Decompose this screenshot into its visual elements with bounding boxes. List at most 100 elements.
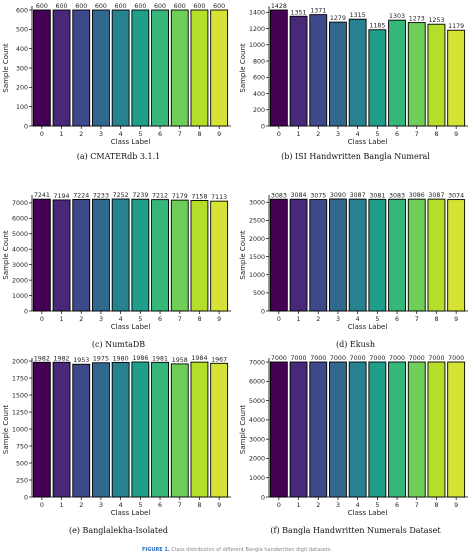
- x-axis-title: Class Label: [111, 323, 151, 331]
- bar-value-label: 1982: [54, 355, 70, 362]
- bar: [388, 19, 406, 127]
- bar-value-label: 7233: [93, 192, 109, 199]
- bar: [368, 29, 387, 127]
- x-axis-title: Class Label: [111, 509, 151, 517]
- y-axis-title: Sample Count: [2, 43, 10, 93]
- y-tick-label: 600: [253, 75, 265, 82]
- x-tick-label: 0: [40, 502, 44, 509]
- chart-caption: (a) CMATERdb 3.1.1: [76, 152, 161, 161]
- x-tick-label: 9: [217, 502, 221, 509]
- y-axis-title: Sample Count: [2, 405, 10, 455]
- bar: [111, 361, 130, 498]
- bar: [170, 199, 189, 312]
- bar: [348, 361, 367, 498]
- bar-value-label: 600: [36, 3, 48, 10]
- bar-value-label: 7000: [409, 355, 425, 362]
- x-tick-label: 6: [158, 131, 162, 138]
- y-tick-label: 1500: [12, 392, 28, 399]
- y-axis-title: Sample Count: [239, 43, 247, 93]
- x-tick-label: 5: [375, 502, 379, 509]
- bar-value-label: 3074: [448, 193, 464, 200]
- y-tick-label: 4000: [249, 417, 265, 424]
- x-tick-label: 0: [277, 316, 281, 323]
- x-tick-label: 3: [336, 316, 340, 323]
- y-tick-label: 6000: [12, 216, 28, 223]
- y-tick-label: 1750: [12, 375, 28, 382]
- bar: [170, 363, 189, 498]
- y-tick-label: 500: [16, 460, 28, 467]
- y-tick-label: 0: [261, 123, 265, 130]
- y-tick-label: 100: [16, 104, 28, 111]
- y-tick-label: 3000: [249, 200, 265, 207]
- x-tick-label: 8: [434, 502, 438, 509]
- bar: [427, 361, 446, 498]
- x-tick-label: 2: [79, 131, 83, 138]
- bar: [210, 9, 229, 127]
- bar-value-label: 1980: [113, 355, 129, 362]
- x-tick-label: 5: [138, 502, 142, 509]
- y-axis-title: Sample Count: [239, 230, 247, 280]
- y-tick-label: 200: [253, 107, 265, 114]
- bar: [407, 361, 426, 498]
- bar: [111, 9, 130, 127]
- bar-value-label: 7158: [191, 193, 207, 200]
- bar: [269, 198, 288, 312]
- x-tick-label: 8: [434, 131, 438, 138]
- y-tick-label: 500: [16, 27, 28, 34]
- y-tick-label: 5000: [249, 398, 265, 405]
- chart-panel-numtadb: 0 1000 2000 3000 4000 5000 6000 7000 0 1 2 3 4 5 6 7 8 9 7…: [0, 183, 237, 356]
- bar-value-label: 600: [174, 3, 186, 10]
- bar: [92, 198, 110, 312]
- x-tick-label: 1: [297, 131, 301, 138]
- bar: [32, 9, 51, 127]
- chart-panel-cmaterdb: 0 100 200 300 400 500 600 0 1 2 3 4 5 6 7 8 9 600 600 600 60…: [0, 0, 237, 168]
- bar-value-label: 7212: [152, 193, 168, 200]
- bar: [447, 199, 466, 312]
- chart-caption: (f) Bangla Handwritten Numerals Dataset: [270, 526, 441, 535]
- bar: [309, 14, 328, 127]
- y-tick-label: 400: [16, 46, 28, 53]
- bar: [329, 198, 347, 312]
- y-tick-label: 400: [253, 91, 265, 98]
- x-tick-label: 1: [60, 502, 64, 509]
- x-tick-label: 9: [454, 131, 458, 138]
- x-tick-label: 9: [454, 316, 458, 323]
- bar-value-label: 7000: [369, 355, 385, 362]
- x-tick-label: 3: [336, 131, 340, 138]
- bar: [388, 198, 406, 312]
- bar: [388, 361, 406, 498]
- x-tick-label: 9: [217, 131, 221, 138]
- x-axis-title: Class Label: [348, 323, 388, 331]
- bar-value-label: 7000: [271, 355, 287, 362]
- bar: [427, 23, 446, 127]
- y-tick-label: 2500: [249, 218, 265, 225]
- y-tick-label: 1000: [12, 426, 28, 433]
- x-tick-label: 3: [99, 316, 103, 323]
- y-tick-label: 3000: [249, 436, 265, 443]
- x-tick-label: 6: [158, 502, 162, 509]
- bar-value-label: 7224: [73, 192, 89, 199]
- bar: [407, 198, 426, 312]
- bar: [32, 198, 51, 312]
- bar: [190, 9, 209, 127]
- chart-panel-isi: 0 200 400 600 800 1000 1200 1400 0 1 2 3 4 5 6 7 8 9 1428 1…: [237, 0, 474, 168]
- x-tick-label: 4: [356, 502, 360, 509]
- bar-value-label: 7000: [428, 355, 444, 362]
- y-tick-label: 2000: [12, 277, 28, 284]
- bar: [52, 9, 71, 127]
- bar: [309, 199, 328, 312]
- y-tick-label: 1000: [12, 293, 28, 300]
- bar-value-label: 3087: [350, 192, 366, 199]
- bar: [329, 21, 347, 127]
- x-tick-label: 7: [415, 316, 419, 323]
- y-tick-label: 1250: [12, 409, 28, 416]
- x-axis-title: Class Label: [348, 509, 388, 517]
- x-tick-label: 0: [40, 316, 44, 323]
- bar: [190, 361, 209, 498]
- x-tick-label: 8: [197, 316, 201, 323]
- y-tick-label: 4000: [12, 247, 28, 254]
- bar: [269, 361, 288, 498]
- y-tick-label: 0: [24, 494, 28, 501]
- bar-value-label: 3081: [369, 192, 385, 199]
